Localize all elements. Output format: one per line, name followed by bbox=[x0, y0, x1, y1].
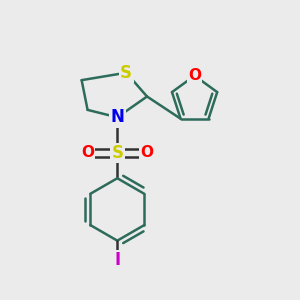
Text: N: N bbox=[110, 108, 124, 126]
Text: O: O bbox=[188, 68, 201, 83]
Text: O: O bbox=[140, 146, 154, 160]
Text: O: O bbox=[81, 146, 94, 160]
Text: S: S bbox=[120, 64, 132, 82]
Text: S: S bbox=[111, 144, 123, 162]
Text: I: I bbox=[114, 251, 120, 269]
